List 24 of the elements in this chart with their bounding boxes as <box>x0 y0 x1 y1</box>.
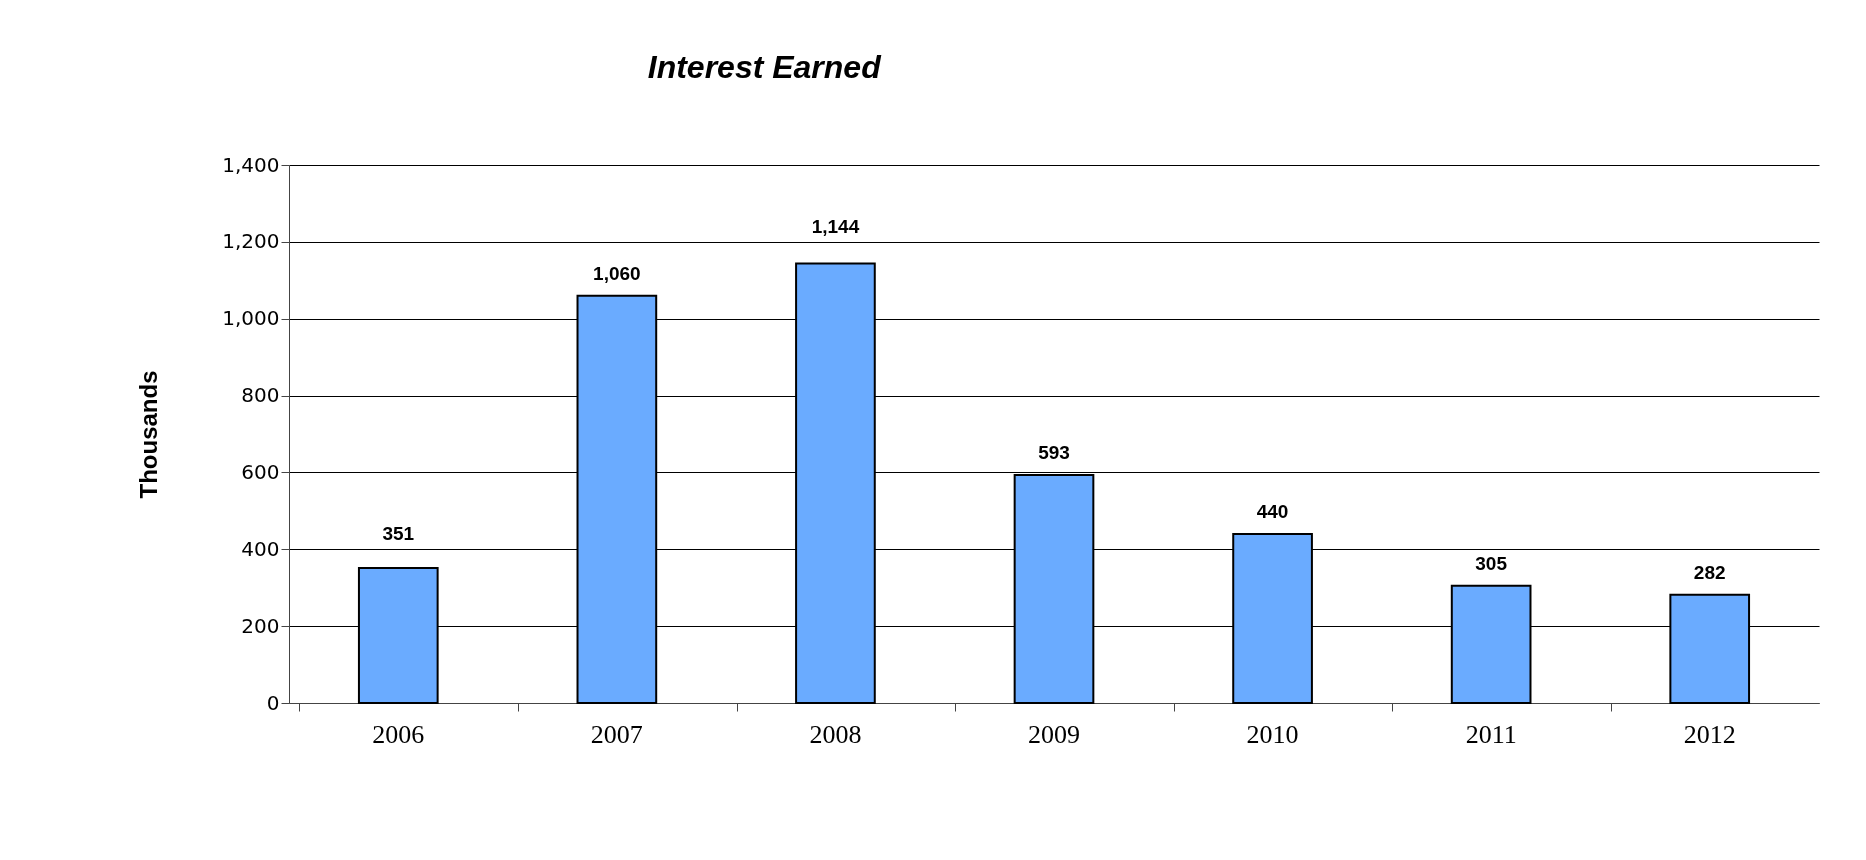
data-label: 305 <box>1475 552 1508 574</box>
y-axis-title: Thousands <box>135 370 163 499</box>
x-tick-label: 2008 <box>809 719 862 749</box>
x-tick-label: 2010 <box>1246 719 1299 749</box>
y-tick-label: 800 <box>241 383 280 408</box>
data-label: 351 <box>382 523 415 545</box>
y-tick-label: 1,000 <box>222 306 280 331</box>
x-tick-label: 2006 <box>372 719 425 749</box>
x-tick-label: 2012 <box>1683 719 1736 749</box>
y-tick-label: 600 <box>241 459 280 484</box>
y-tick-label: 1,400 <box>222 152 280 177</box>
y-tick-label: 0 <box>266 690 280 715</box>
y-tick-label: 400 <box>241 536 280 561</box>
y-tick-label: 1,200 <box>222 229 280 254</box>
x-tick-label: 2011 <box>1465 719 1517 749</box>
x-tick-label: 2009 <box>1028 719 1080 749</box>
data-label: 593 <box>1038 442 1070 464</box>
y-tick-label: 200 <box>241 613 280 638</box>
data-label: 440 <box>1256 500 1289 522</box>
data-label: 1,144 <box>811 216 860 238</box>
x-tick-label: 2007 <box>590 719 643 749</box>
chart-title: Interest Earned <box>647 49 883 85</box>
data-label: 1,060 <box>593 262 641 284</box>
data-label: 282 <box>1693 561 1726 583</box>
